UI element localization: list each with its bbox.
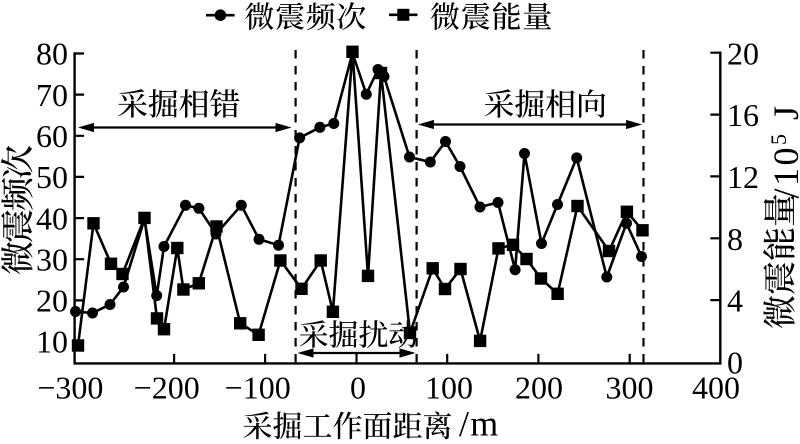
svg-text:80: 80	[36, 36, 68, 72]
svg-text:/105 J: /105 J	[766, 103, 800, 198]
svg-text:300: 300	[606, 370, 654, 406]
svg-text:16: 16	[727, 97, 759, 133]
svg-text:40: 40	[36, 200, 68, 236]
svg-text:0: 0	[727, 345, 743, 381]
svg-text:12: 12	[727, 159, 759, 195]
svg-text:10: 10	[36, 324, 68, 360]
svg-text:200: 200	[515, 370, 563, 406]
svg-text:400: 400	[692, 370, 740, 406]
svg-text:70: 70	[36, 77, 68, 113]
svg-text:4: 4	[727, 283, 743, 319]
svg-text:−300: −300	[37, 370, 103, 406]
svg-text:100: 100	[425, 370, 473, 406]
svg-text:50: 50	[36, 159, 68, 195]
svg-text:20: 20	[727, 35, 759, 71]
svg-text:/m: /m	[459, 404, 499, 444]
svg-text:20: 20	[36, 283, 68, 319]
svg-text:30: 30	[36, 241, 68, 277]
svg-text:−100: −100	[225, 370, 291, 406]
svg-text:−200: −200	[134, 370, 200, 406]
svg-text:60: 60	[36, 118, 68, 154]
svg-text:8: 8	[727, 221, 743, 257]
svg-text:0: 0	[350, 370, 366, 406]
